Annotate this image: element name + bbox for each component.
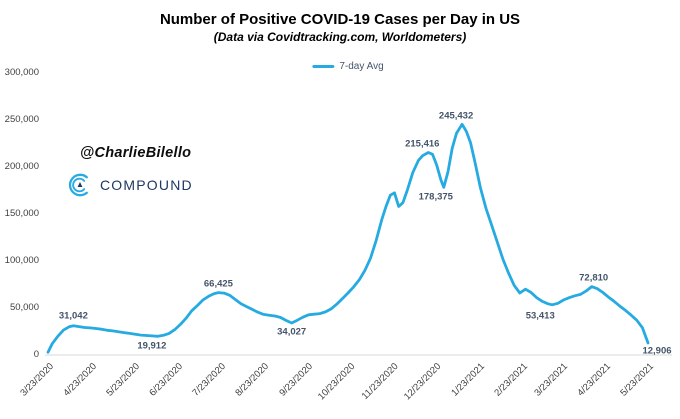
data-label: 215,416 xyxy=(405,138,440,149)
data-label: 178,375 xyxy=(418,191,453,203)
data-label: 53,413 xyxy=(525,310,555,322)
data-label: 31,042 xyxy=(58,310,88,322)
data-label: 12,906 xyxy=(642,345,672,357)
data-label: 19,912 xyxy=(137,340,167,352)
compound-logo: COMPOUND xyxy=(66,171,193,199)
y-axis-label: 50,000 xyxy=(9,302,39,313)
seven-day-avg-line xyxy=(46,122,650,354)
legend-line-swatch xyxy=(312,65,335,68)
y-axis-label: 100,000 xyxy=(4,255,39,266)
y-axis-label: 0 xyxy=(33,349,39,360)
data-label: 72,810 xyxy=(579,272,609,284)
data-label: 34,027 xyxy=(277,326,307,338)
chart-subtitle: (Data via Covidtracking.com, Worldometer… xyxy=(213,30,467,44)
chart-title: Number of Positive COVID-19 Cases per Da… xyxy=(159,11,521,28)
data-label: 245,432 xyxy=(438,110,474,122)
compound-logo-icon xyxy=(68,173,88,197)
y-axis-label: 250,000 xyxy=(4,114,39,125)
y-axis-label: 300,000 xyxy=(4,67,39,78)
watermark-handle: @CharlieBilello xyxy=(80,145,192,161)
y-axis-label: 150,000 xyxy=(4,208,39,219)
logo-triangle-glyph xyxy=(77,182,83,187)
y-axis-label: 200,000 xyxy=(4,161,39,172)
data-label: 66,425 xyxy=(203,278,233,290)
legend: 7-day Avg xyxy=(312,61,384,72)
compound-logo-text: COMPOUND xyxy=(100,177,193,193)
legend-label: 7-day Avg xyxy=(339,61,384,72)
